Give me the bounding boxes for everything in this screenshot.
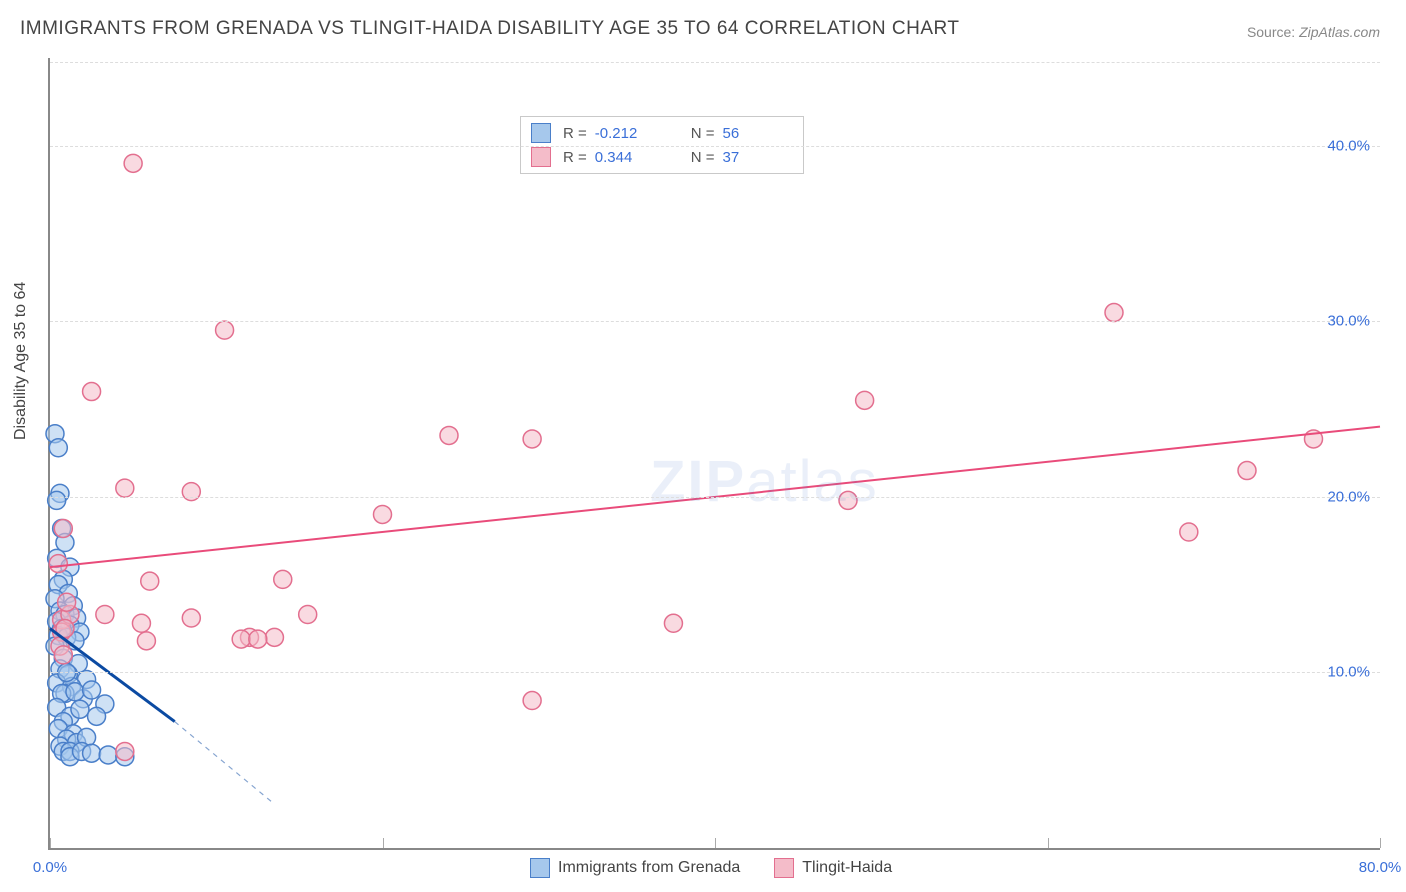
source-value: ZipAtlas.com: [1299, 24, 1380, 40]
data-point: [132, 614, 150, 632]
data-point: [523, 430, 541, 448]
data-point: [83, 744, 101, 762]
data-point: [54, 519, 72, 537]
data-point: [116, 742, 134, 760]
gridline-h: [50, 672, 1380, 673]
chart-svg: [50, 58, 1380, 848]
legend-n-value-1: 56: [723, 125, 793, 142]
data-point: [116, 479, 134, 497]
gridline-h: [50, 497, 1380, 498]
xtick: [715, 838, 716, 848]
data-point: [96, 606, 114, 624]
trend-line-extrapolation: [175, 722, 275, 805]
data-point: [249, 630, 267, 648]
data-point: [1105, 304, 1123, 322]
xtick-label: 80.0%: [1359, 859, 1402, 876]
y-axis-label: Disability Age 35 to 64: [12, 282, 30, 440]
data-point: [1180, 523, 1198, 541]
data-point: [83, 383, 101, 401]
data-point: [440, 426, 458, 444]
data-point: [48, 491, 66, 509]
data-point: [374, 505, 392, 523]
legend-n-value-2: 37: [723, 149, 793, 166]
gridline-h: [50, 146, 1380, 147]
xtick-label: 0.0%: [33, 859, 67, 876]
legend-n-label: N =: [691, 125, 715, 142]
data-point: [839, 491, 857, 509]
data-point: [216, 321, 234, 339]
xtick: [1380, 838, 1381, 848]
data-point: [71, 700, 89, 718]
legend-row-series-1: R = -0.212 N = 56: [531, 121, 793, 145]
gridline-h: [50, 321, 1380, 322]
legend-item-2: Tlingit-Haida: [774, 858, 892, 878]
gridline-h-top: [50, 62, 1380, 63]
legend-r-label: R =: [563, 149, 587, 166]
data-point: [274, 570, 292, 588]
data-point: [137, 632, 155, 650]
data-point: [141, 572, 159, 590]
data-point: [265, 628, 283, 646]
legend-bottom: Immigrants from Grenada Tlingit-Haida: [530, 858, 892, 878]
data-point: [856, 391, 874, 409]
xtick: [1048, 838, 1049, 848]
data-point: [49, 439, 67, 457]
plot-area: ZIPatlas R = -0.212 N = 56 R = 0.344 N =…: [48, 58, 1380, 850]
chart-title: IMMIGRANTS FROM GRENADA VS TLINGIT-HAIDA…: [20, 18, 959, 40]
data-point: [523, 692, 541, 710]
legend-r-value-2: 0.344: [595, 149, 665, 166]
data-point: [88, 707, 106, 725]
data-point: [299, 606, 317, 624]
legend-n-label: N =: [691, 149, 715, 166]
legend-bottom-swatch-1: [530, 858, 550, 878]
xtick: [50, 838, 51, 848]
data-point: [182, 483, 200, 501]
legend-r-label: R =: [563, 125, 587, 142]
data-point: [83, 681, 101, 699]
xtick: [383, 838, 384, 848]
legend-item-1: Immigrants from Grenada: [530, 858, 740, 878]
data-point: [124, 154, 142, 172]
data-point: [58, 593, 76, 611]
data-point: [66, 683, 84, 701]
ytick-label: 10.0%: [1327, 664, 1370, 681]
data-point: [49, 555, 67, 573]
data-point: [664, 614, 682, 632]
legend-bottom-label-1: Immigrants from Grenada: [558, 859, 740, 877]
legend-row-series-2: R = 0.344 N = 37: [531, 145, 793, 169]
legend-r-value-1: -0.212: [595, 125, 665, 142]
data-point: [54, 646, 72, 664]
legend-bottom-swatch-2: [774, 858, 794, 878]
ytick-label: 20.0%: [1327, 488, 1370, 505]
legend-swatch-2: [531, 147, 551, 167]
ytick-label: 30.0%: [1327, 313, 1370, 330]
legend-swatch-1: [531, 123, 551, 143]
data-point: [99, 746, 117, 764]
data-point: [232, 630, 250, 648]
data-point: [182, 609, 200, 627]
legend-bottom-label-2: Tlingit-Haida: [802, 859, 892, 877]
source-label: Source:: [1247, 24, 1295, 40]
source-attribution: Source: ZipAtlas.com: [1247, 24, 1380, 40]
ytick-label: 40.0%: [1327, 137, 1370, 154]
data-point: [1238, 462, 1256, 480]
